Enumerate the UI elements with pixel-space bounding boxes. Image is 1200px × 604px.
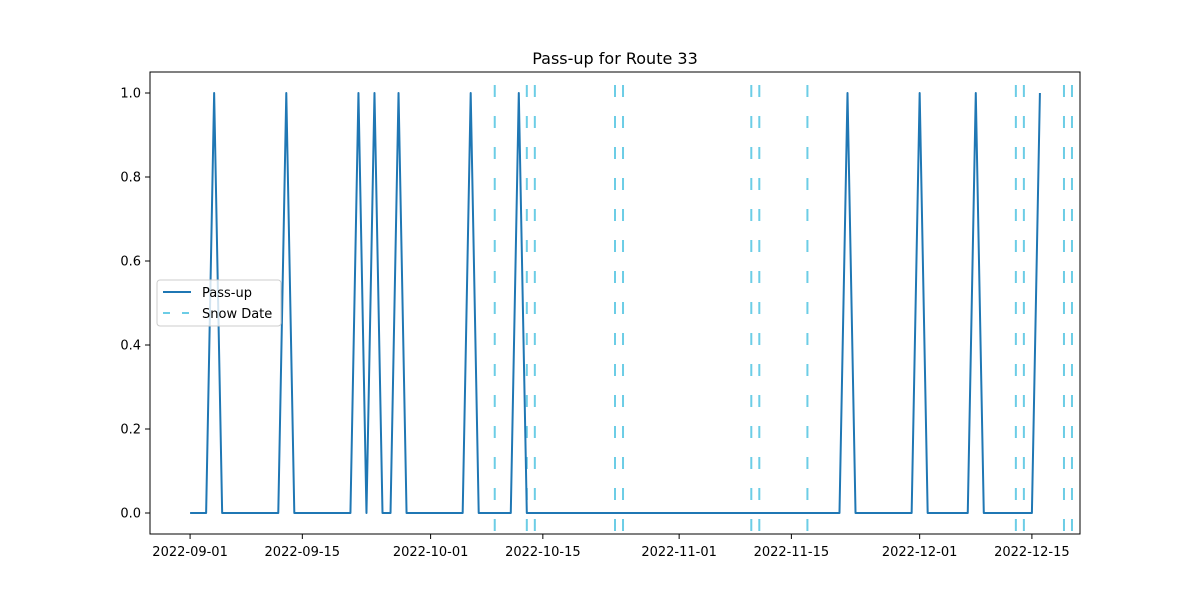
legend-snow-date-label: Snow Date	[202, 307, 272, 322]
y-tick-label-0: 0.0	[120, 507, 141, 522]
chart-title: Pass-up for Route 33	[532, 49, 698, 68]
plot-frame	[149, 71, 1081, 535]
x-tick-label-0: 2022-09-01	[152, 545, 228, 560]
x-tick-label-7: 2022-12-15	[994, 545, 1070, 560]
pass-up-series	[190, 92, 1041, 514]
snow-date-lines	[493, 72, 1073, 534]
y-tick-label-5: 1.0	[120, 87, 141, 102]
y-tick-label-1: 0.2	[120, 423, 141, 438]
x-tick-label-2: 2022-10-01	[393, 545, 469, 560]
y-tick-label-4: 0.8	[120, 171, 141, 186]
x-tick-label-6: 2022-12-01	[882, 545, 958, 560]
y-tick-label-2: 0.4	[120, 339, 141, 354]
y-tick-label-3: 0.6	[120, 255, 141, 270]
legend: Pass-up Snow Date	[156, 279, 282, 327]
x-axis-ticks: 2022-09-01 2022-09-15 2022-10-01 2022-10-15…	[152, 534, 1070, 560]
x-tick-label-1: 2022-09-15	[265, 545, 341, 560]
series-line-0	[190, 92, 1041, 514]
legend-pass-up-label: Pass-up	[202, 286, 252, 301]
y-axis-ticks: 0.0 0.2 0.4 0.6 0.8 1.0	[120, 87, 150, 522]
x-tick-label-4: 2022-11-01	[641, 545, 717, 560]
x-tick-label-3: 2022-10-15	[505, 545, 581, 560]
x-tick-label-5: 2022-11-15	[754, 545, 830, 560]
